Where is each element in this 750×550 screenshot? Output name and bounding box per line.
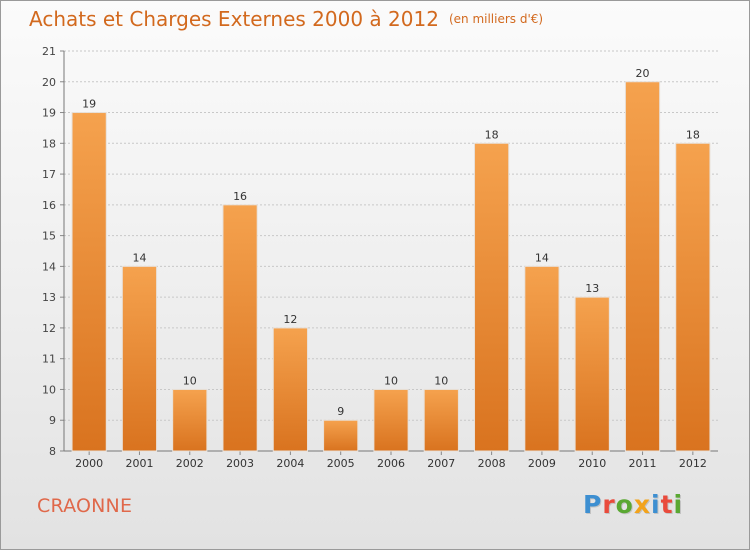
logo-letter: o [615,490,634,519]
bar-value-label: 9 [337,405,344,418]
bar-2008 [474,142,510,452]
y-tick-label: 18 [42,137,56,150]
x-tick-label: 2011 [629,457,657,470]
y-tick-label: 10 [42,383,56,396]
y-tick-label: 11 [42,353,56,366]
y-tick-label: 16 [42,199,56,212]
bar-value-label: 18 [686,128,700,141]
bar-value-label: 10 [434,374,448,387]
bar-value-label: 20 [636,67,650,80]
x-tick-label: 2000 [75,457,103,470]
x-tick-label: 2006 [377,457,405,470]
x-tick-label: 2010 [578,457,606,470]
bar-2000 [71,112,107,452]
bars [71,81,711,452]
chart-title-text: Achats et Charges Externes 2000 à 2012 [29,7,439,31]
logo-letter: x [633,490,651,519]
y-tick-label: 15 [42,230,56,243]
x-tick-label: 2004 [276,457,304,470]
bar-2012 [675,142,711,452]
y-tick-label: 21 [42,45,56,58]
x-tick-label: 2001 [125,457,153,470]
bar-value-label: 14 [132,251,146,264]
logo-letter: r [602,490,616,519]
y-tick-label: 17 [42,168,56,181]
y-tick-label: 14 [42,260,56,273]
bar-value-label: 13 [585,282,599,295]
bar-2006 [373,388,409,452]
y-tick-label: 20 [42,76,56,89]
bar-2009 [524,265,560,452]
x-tick-label: 2007 [427,457,455,470]
labels: 8 9 10 11 12 13 14 15 16 17 18 19 20 21 19 2000 14 2001 10… [42,45,707,470]
bar-value-label: 12 [283,313,297,326]
bar-2003 [222,204,258,452]
bar-value-label: 18 [485,128,499,141]
bar-value-label: 16 [233,190,247,203]
bar-2005 [323,419,359,452]
x-tick-label: 2003 [226,457,254,470]
logo-letter: i [673,490,684,519]
chart-title: Achats et Charges Externes 2000 à 2012 (e… [29,7,543,31]
bar-2007 [423,388,459,452]
commune-name: CRAONNE [37,495,133,517]
y-tick-label: 8 [49,445,56,458]
bar-value-label: 10 [384,374,398,387]
x-tick-label: 2008 [478,457,506,470]
y-tick-label: 13 [42,291,56,304]
x-tick-label: 2009 [528,457,556,470]
bar-value-label: 10 [183,374,197,387]
x-tick-label: 2002 [176,457,204,470]
bar-2004 [272,327,308,452]
y-tick-label: 12 [42,322,56,335]
x-tick-label: 2012 [679,457,707,470]
bar-2010 [574,296,610,452]
bar-2002 [172,388,208,452]
logo-letter: P [583,490,603,519]
bar-2001 [121,265,158,452]
chart-subtitle: (en milliers d'€) [448,12,544,26]
y-tick-label: 19 [42,107,56,120]
bar-value-label: 14 [535,251,549,264]
proxiti-logo: Proxiti [583,490,683,519]
bar-value-label: 19 [82,98,96,111]
x-tick-label: 2005 [327,457,355,470]
y-tick-label: 9 [49,414,56,427]
bar-2011 [624,81,661,452]
logo-letter: i [651,490,661,519]
logo-letter: t [660,490,674,519]
